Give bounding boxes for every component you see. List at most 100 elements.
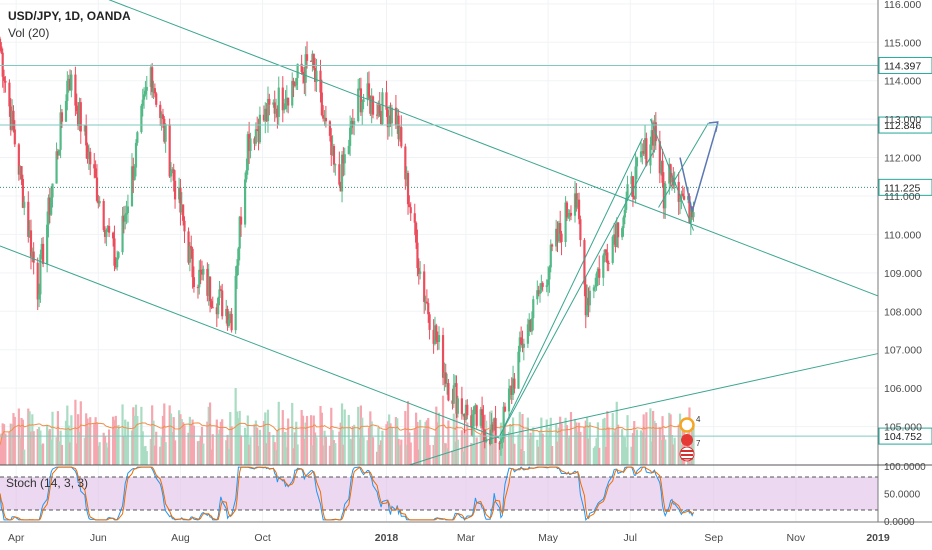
trendline[interactable] — [499, 353, 879, 437]
candle-body — [285, 97, 288, 104]
price-tick-label: 107.000 — [884, 345, 922, 357]
volume-bar — [670, 434, 674, 465]
candle-body — [369, 95, 372, 114]
volume-bar — [475, 437, 478, 465]
price-level-label: 111.225 — [884, 182, 921, 194]
candle-body — [564, 202, 567, 243]
volume-legend: Vol (20) — [8, 26, 49, 40]
candle-body — [419, 271, 422, 274]
volume-bar — [491, 419, 494, 465]
volume-bar — [359, 405, 362, 465]
event-icon-orange[interactable] — [679, 417, 695, 433]
candle-body — [311, 53, 314, 62]
volume-bar — [59, 430, 62, 465]
volume-bar — [413, 429, 416, 465]
candle-body — [117, 252, 120, 258]
candle-body — [309, 60, 313, 62]
wedge-lower-line[interactable] — [658, 122, 709, 208]
trendline[interactable] — [0, 245, 500, 439]
candle-body — [338, 164, 341, 185]
volume-bar — [248, 444, 251, 465]
volume-bar — [173, 440, 177, 465]
candle-body — [652, 130, 655, 146]
volume-bar — [160, 437, 163, 465]
candle-body — [604, 249, 608, 253]
event-icon-red[interactable] — [681, 434, 693, 446]
volume-bar — [541, 433, 544, 465]
candle-body — [668, 164, 671, 184]
event-icons[interactable]: 4 7 — [679, 415, 701, 462]
volume-bar — [397, 438, 400, 465]
volume-bar — [536, 439, 539, 465]
candle-body — [190, 245, 193, 249]
candle-body — [122, 215, 125, 222]
projection-arrow[interactable] — [679, 122, 719, 212]
trendline[interactable] — [499, 149, 655, 437]
wedge-upper-line[interactable] — [649, 118, 694, 231]
trendline[interactable] — [409, 435, 500, 466]
volume-bar — [98, 442, 101, 465]
candle-body — [254, 129, 257, 144]
volume-bar — [291, 402, 294, 465]
volume-bar — [340, 403, 344, 465]
candle-body — [133, 167, 136, 180]
candle-body — [155, 93, 158, 105]
volume-bar — [126, 421, 130, 465]
volume-bar — [621, 429, 624, 465]
candle-body — [456, 398, 459, 414]
candle-body — [55, 151, 58, 184]
volume-bar — [338, 431, 341, 465]
volume-bar — [595, 437, 598, 465]
candle-body — [331, 145, 334, 156]
candle-body — [557, 223, 560, 242]
candle-body — [293, 84, 297, 86]
candle-body — [300, 63, 303, 72]
volume-bar — [645, 412, 648, 465]
candle-body — [13, 129, 16, 145]
volume-bar — [419, 419, 422, 465]
candle-body — [41, 243, 45, 264]
candle-body — [70, 74, 73, 91]
candle-body — [12, 110, 15, 130]
volume-bar — [568, 435, 571, 465]
price-tick-label: 110.000 — [884, 229, 921, 241]
volume-bar — [409, 442, 412, 465]
trendline[interactable] — [499, 138, 643, 437]
candle-body — [349, 127, 352, 146]
candle-body — [243, 179, 247, 225]
volume-bar — [343, 409, 346, 465]
candle-body — [58, 149, 61, 156]
trendline[interactable] — [0, 0, 879, 297]
volume-bar — [424, 421, 427, 465]
price-tick-label: 108.000 — [884, 306, 922, 318]
volume-bar — [8, 431, 11, 465]
candle-body — [283, 109, 286, 111]
candle-body — [375, 114, 379, 116]
volume-bar — [521, 414, 524, 465]
volume-bar — [296, 444, 299, 465]
volume-bar — [305, 415, 309, 465]
price-tick-label: 109.000 — [884, 268, 922, 280]
volume-bar — [301, 415, 305, 465]
volume-bar — [642, 414, 645, 465]
volume-bar — [559, 416, 562, 465]
volume-bar — [145, 451, 148, 465]
candle-body — [595, 273, 598, 287]
candle-body — [518, 337, 521, 352]
candle-body — [47, 197, 50, 225]
volume-bar — [66, 405, 69, 465]
candle-body — [264, 108, 267, 121]
candle-body — [94, 168, 97, 178]
candle-body — [479, 409, 482, 426]
candle-body — [151, 67, 154, 93]
volume-bar — [598, 447, 601, 465]
price-tick-label: 105.000 — [884, 422, 922, 434]
volume-bar — [95, 423, 99, 465]
volume-bar — [155, 431, 158, 465]
candle-body — [21, 179, 24, 208]
candle-body — [51, 183, 54, 198]
candle-body — [169, 170, 173, 177]
candle-body — [219, 289, 222, 291]
candle-body — [292, 80, 295, 85]
